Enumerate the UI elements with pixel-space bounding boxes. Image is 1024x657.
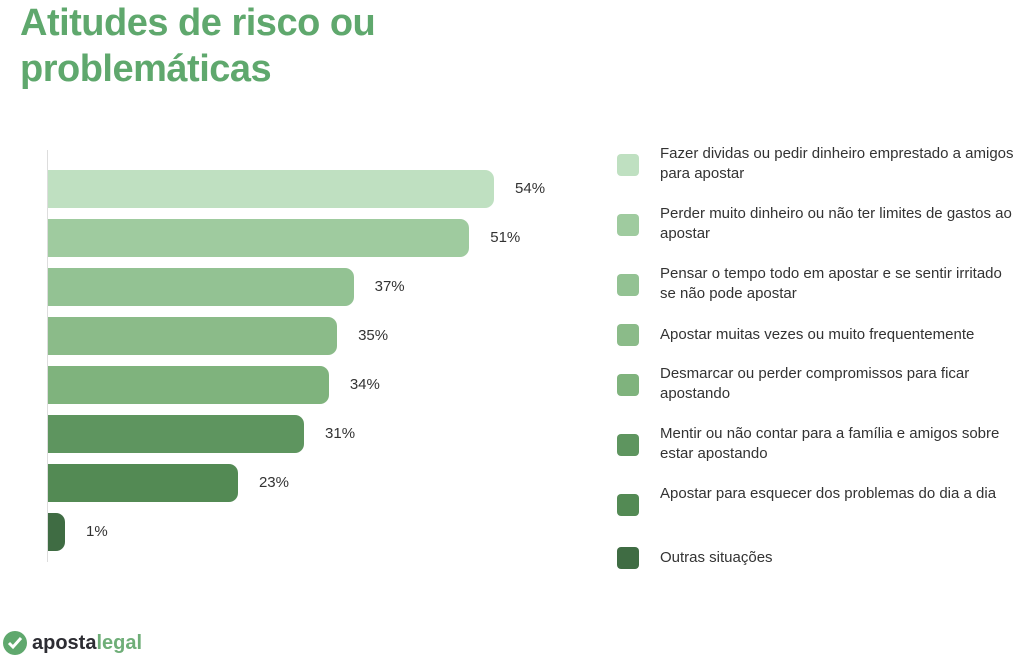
data-label: 51%: [490, 229, 521, 246]
bar: [48, 268, 354, 306]
legend-label: Outras situações: [660, 549, 773, 566]
legend-swatch: [617, 547, 639, 569]
logo: aposta legal: [2, 630, 142, 656]
data-label: 31%: [325, 425, 356, 442]
bar: [48, 366, 329, 404]
bar: [48, 464, 238, 502]
data-label: 37%: [374, 278, 405, 295]
bar: [48, 513, 65, 551]
data-label: 54%: [515, 180, 546, 197]
legend-label: Fazer dividas ou pedir dinheiro empresta…: [660, 145, 1014, 182]
legend-label: Desmarcar ou perder compromissos para fi…: [660, 365, 970, 402]
check-logo-icon: [3, 631, 27, 655]
bar: [48, 219, 470, 257]
legend-label: Mentir ou não contar para a família e am…: [660, 425, 1000, 462]
legend-swatch: [617, 274, 639, 296]
legend-label: Perder muito dinheiro ou não ter limites…: [660, 205, 1012, 242]
legend-swatch: [617, 494, 639, 516]
legend-label: Apostar para esquecer dos problemas do d…: [660, 485, 997, 502]
data-label: 34%: [349, 376, 380, 393]
data-label: 23%: [258, 474, 289, 491]
legend-swatch: [617, 214, 639, 236]
legend-swatch: [617, 434, 639, 456]
data-label: 35%: [358, 327, 389, 344]
legend-label: Apostar muitas vezes ou muito frequentem…: [660, 326, 975, 343]
legend-swatch: [617, 154, 639, 176]
chart-title: Atitudes de risco ou problemáticas: [20, 2, 376, 90]
logo-text-legal: legal: [96, 631, 143, 654]
bar: [48, 415, 305, 453]
bar: [48, 170, 495, 208]
legend-swatch: [617, 324, 639, 346]
y-axis-line: [47, 150, 48, 562]
data-label: 1%: [86, 523, 108, 540]
logo-text-aposta: aposta: [32, 631, 97, 654]
legend-swatch: [617, 374, 639, 396]
bar: [48, 317, 338, 355]
legend-label: Pensar o tempo todo em apostar e se sent…: [660, 265, 1002, 302]
